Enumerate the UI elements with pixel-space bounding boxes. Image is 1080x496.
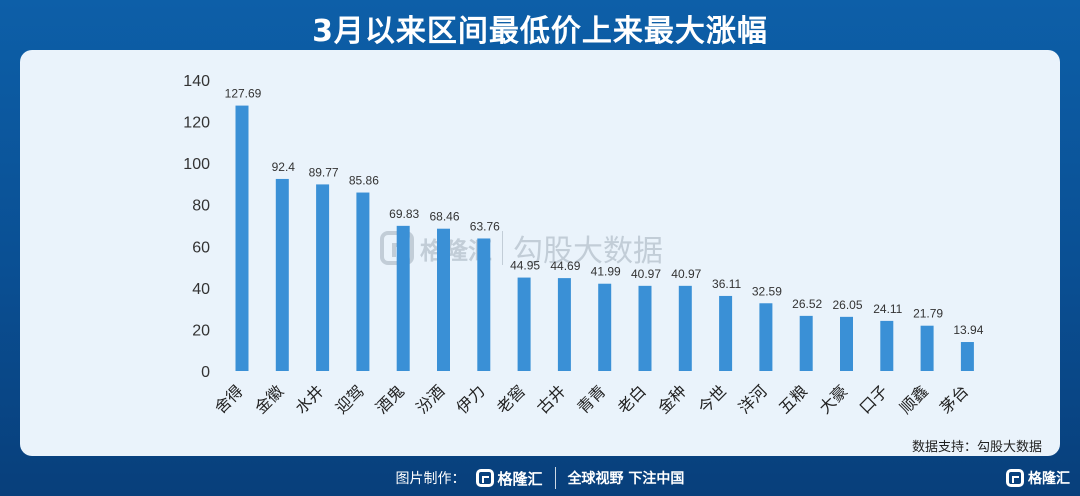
y-tick-label: 100: [183, 156, 210, 173]
data-label: 40.97: [631, 267, 661, 281]
bar: [920, 325, 934, 371]
footer-slogan: 全球视野 下注中国: [567, 471, 685, 487]
data-label: 63.76: [470, 219, 500, 233]
y-tick-label: 0: [201, 364, 210, 381]
bar: [719, 295, 733, 371]
data-label: 24.11: [873, 302, 902, 316]
y-tick-label: 20: [192, 322, 210, 339]
x-tick-label: 古井: [533, 381, 569, 417]
y-tick-label: 80: [192, 198, 210, 215]
x-tick-label: 酒鬼: [372, 381, 408, 417]
y-tick-label: 60: [192, 239, 210, 256]
chart-panel: [20, 50, 1060, 456]
x-tick-label: 伊力: [453, 381, 489, 417]
bar: [799, 315, 813, 371]
bar: [759, 303, 773, 371]
bar: [356, 192, 370, 371]
data-label: 13.94: [953, 323, 983, 337]
bar: [275, 178, 289, 371]
x-tick-label: 老窖: [493, 381, 529, 417]
data-label: 85.86: [349, 174, 379, 188]
y-tick-label: 120: [183, 115, 210, 132]
x-tick-label: 洋河: [735, 381, 771, 417]
bar: [517, 277, 531, 371]
data-label: 32.59: [752, 284, 782, 298]
data-label: 89.77: [309, 165, 339, 179]
data-label: 26.05: [832, 298, 862, 312]
x-tick-label: 舍得: [211, 381, 247, 417]
bar: [598, 283, 612, 371]
footer: 图片制作： 格隆汇 全球视野 下注中国: [0, 460, 1080, 496]
data-label: 69.83: [389, 207, 419, 221]
bar: [316, 184, 330, 371]
x-tick-label: 今世: [694, 381, 730, 417]
bar: [477, 238, 491, 371]
bar: [638, 285, 652, 371]
footer-made-by: 图片制作：: [395, 471, 466, 487]
corner-logo-icon: [1006, 469, 1024, 487]
bar: [437, 228, 450, 371]
data-label: 44.69: [550, 259, 580, 273]
x-tick-label: 口子: [856, 381, 892, 417]
data-label: 92.4: [272, 160, 296, 174]
data-label: 40.97: [671, 267, 701, 281]
x-tick-label: 五粮: [775, 381, 811, 417]
x-tick-label: 茅台: [936, 381, 972, 417]
data-label: 68.46: [429, 210, 459, 224]
bar: [880, 320, 894, 371]
x-tick-label: 青青: [573, 381, 609, 417]
footer-divider: [554, 467, 556, 489]
data-label: 21.79: [913, 307, 943, 321]
x-tick-label: 迎驾: [332, 381, 368, 417]
bar: [235, 105, 249, 371]
bar: [557, 278, 571, 371]
x-tick-label: 水井: [291, 381, 327, 417]
x-tick-label: 大豪: [815, 381, 851, 417]
x-tick-label: 汾酒: [412, 381, 448, 417]
bar: [396, 225, 410, 371]
bar: [960, 342, 974, 371]
y-tick-label: 40: [192, 281, 210, 298]
x-tick-label: 顺鑫: [896, 381, 932, 417]
data-label: 127.69: [225, 87, 262, 101]
x-tick-label: 金徽: [251, 381, 287, 417]
bar: [840, 316, 853, 371]
footer-logo-icon: [475, 469, 494, 487]
chart-title: 3月以来区间最低价上来最大涨幅: [312, 14, 768, 49]
bar: [678, 285, 692, 371]
corner-brand: 格隆汇: [1006, 468, 1070, 488]
x-tick-label: 金种: [654, 381, 690, 417]
watermark-divider: [502, 231, 503, 265]
y-tick-label: 140: [183, 73, 210, 90]
source-note: 数据支持：勾股大数据: [911, 440, 1042, 455]
corner-brand-text: 格隆汇: [1028, 471, 1070, 487]
data-label: 26.52: [792, 297, 822, 311]
x-tick-label: 老白: [614, 381, 650, 417]
data-label: 44.95: [510, 259, 540, 273]
watermark-partner: 勾股大数据: [513, 234, 663, 269]
data-label: 36.11: [712, 277, 741, 291]
data-label: 41.99: [591, 265, 621, 279]
footer-brand: 格隆汇: [497, 469, 543, 488]
